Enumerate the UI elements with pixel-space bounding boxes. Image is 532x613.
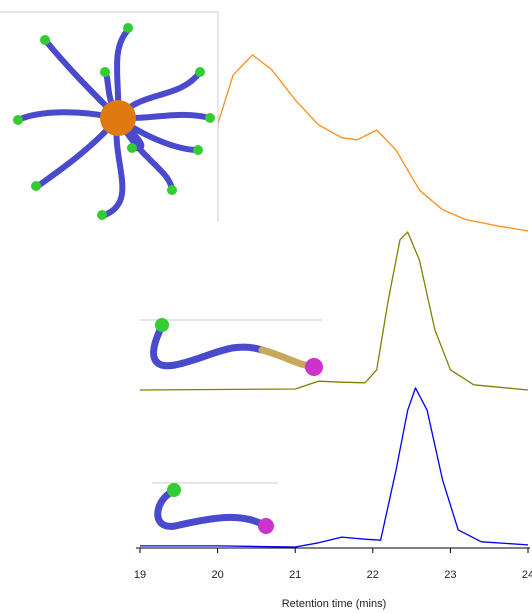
x-tick-label: 24 (522, 569, 532, 581)
homopolymer (152, 482, 278, 534)
trace (140, 387, 529, 548)
illustrations (0, 11, 323, 534)
x-tick-label: 22 (367, 569, 379, 581)
x-tick-label: 21 (289, 569, 301, 581)
x-tick-label: 23 (444, 569, 456, 581)
x-tick-label: 20 (211, 569, 223, 581)
x-axis-label: Retention time (mins) (282, 598, 387, 610)
star-polymer (0, 11, 219, 222)
x-tick-label: 19 (134, 569, 146, 581)
diblock-polymer (140, 318, 323, 376)
trace (139, 231, 529, 391)
